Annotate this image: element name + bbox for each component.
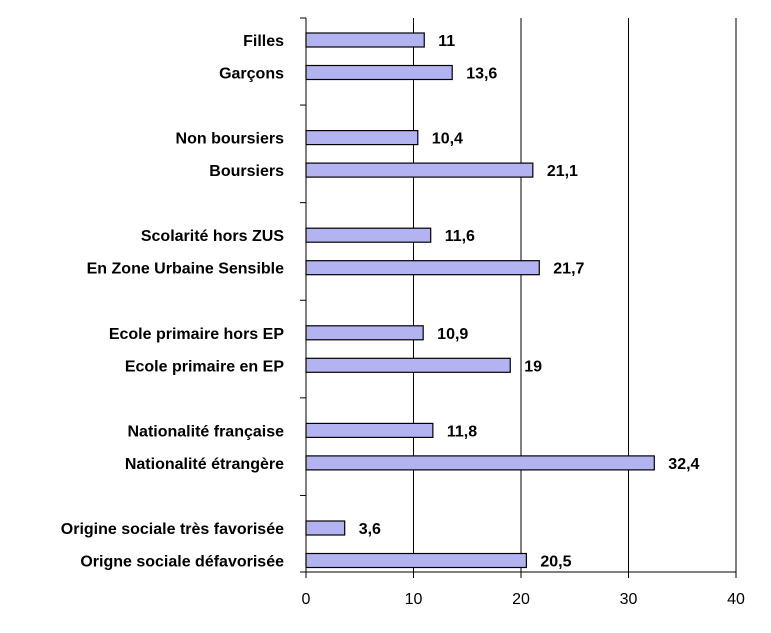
- category-label-9: Nationalité étrangère: [125, 456, 284, 473]
- bar-6: [305, 325, 424, 341]
- x-tick-label-20: 20: [512, 591, 530, 608]
- value-label-2: 10,4: [432, 131, 463, 148]
- bar-2: [305, 130, 419, 146]
- category-label-8: Nationalité française: [128, 423, 285, 440]
- category-label-0: Filles: [243, 33, 284, 50]
- labels: 11 Filles 13,6 Garçons 10,4 Non boursiers 21,1…: [61, 33, 745, 608]
- bars: [305, 32, 655, 569]
- category-label-5: En Zone Urbaine Sensible: [87, 261, 284, 278]
- category-label-7: Ecole primaire en EP: [125, 358, 285, 375]
- value-label-6: 10,9: [437, 326, 468, 343]
- value-label-8: 11,8: [447, 423, 477, 440]
- bar-9: [305, 455, 655, 471]
- bar-8: [305, 422, 434, 438]
- x-tick-label-40: 40: [727, 591, 745, 608]
- category-label-6: Ecole primaire hors EP: [109, 326, 285, 343]
- category-label-3: Boursiers: [209, 163, 284, 180]
- value-label-11: 20,5: [540, 554, 571, 571]
- x-tick-label-30: 30: [620, 591, 638, 608]
- value-label-4: 11,6: [445, 228, 475, 245]
- bar-10: [305, 520, 346, 536]
- grid-lines: [413, 18, 737, 572]
- value-label-1: 13,6: [466, 66, 497, 83]
- category-label-4: Scolarité hors ZUS: [141, 228, 284, 245]
- x-tick-label-0: 0: [302, 591, 311, 608]
- category-label-10: Origine sociale très favorisée: [61, 521, 284, 538]
- bar-5: [305, 260, 540, 276]
- value-label-5: 21,7: [553, 261, 584, 278]
- bar-7: [305, 357, 511, 373]
- axes: [300, 17, 737, 578]
- category-label-11: Origne sociale défavorisée: [80, 554, 284, 571]
- value-label-7: 19: [524, 358, 542, 375]
- bar-11: [305, 552, 527, 569]
- value-label-9: 32,4: [668, 456, 699, 473]
- bar-4: [305, 227, 432, 243]
- category-label-1: Garçons: [219, 66, 284, 83]
- bar-1: [305, 64, 453, 81]
- value-label-3: 21,1: [547, 163, 578, 180]
- category-label-2: Non boursiers: [176, 131, 285, 148]
- bar-3: [305, 162, 534, 178]
- value-label-10: 3,6: [359, 521, 381, 538]
- value-label-0: 11: [438, 33, 455, 50]
- bar-0: [305, 32, 425, 48]
- x-tick-label-10: 10: [405, 591, 423, 608]
